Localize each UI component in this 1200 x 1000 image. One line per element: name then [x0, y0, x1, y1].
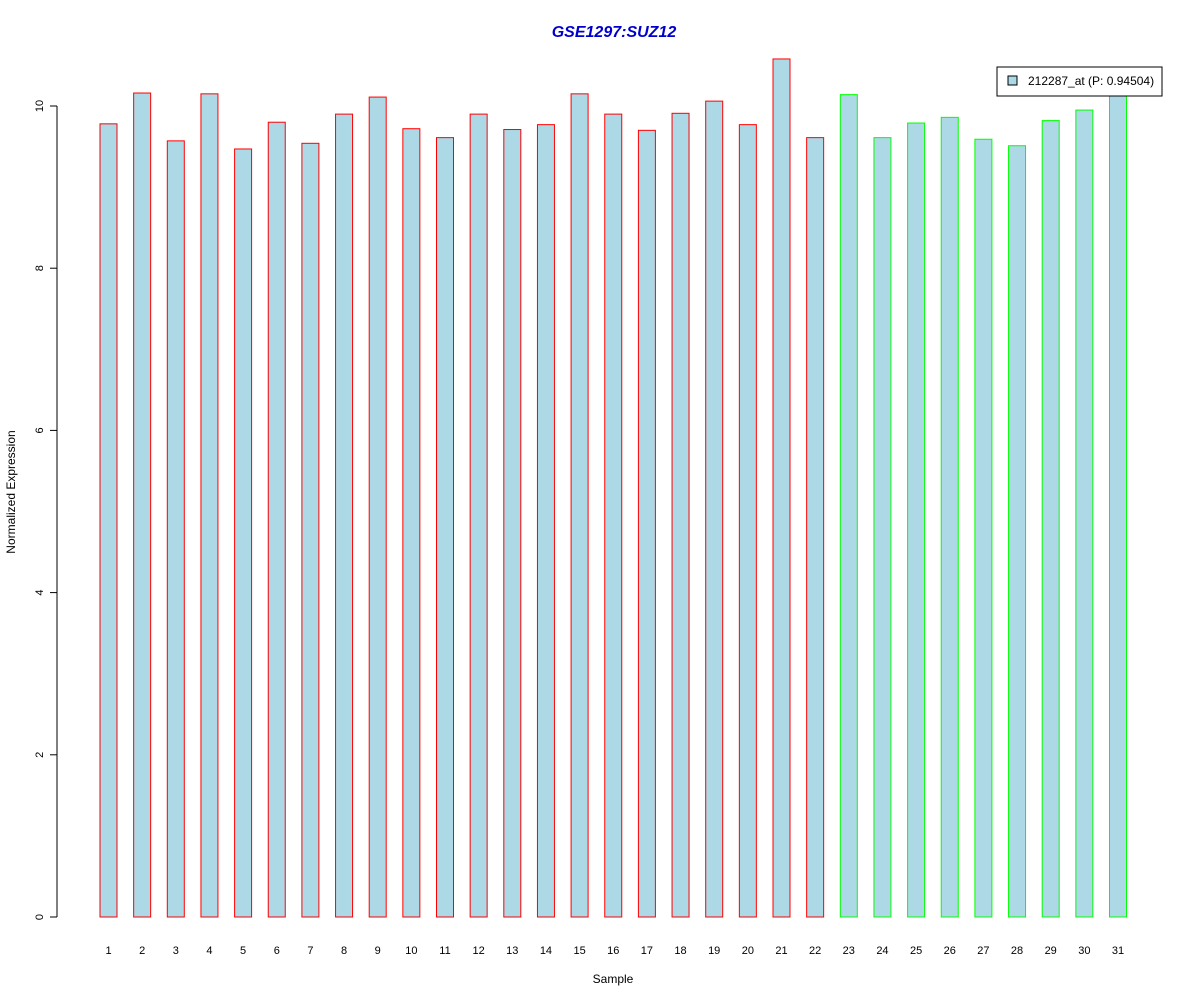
- x-tick-label: 1: [105, 945, 111, 957]
- bar-sample-12: [469, 113, 488, 918]
- bar-sample-28: [1008, 145, 1027, 918]
- x-tick-label: 18: [674, 945, 686, 957]
- x-tick-label: 17: [641, 945, 653, 957]
- bar-sample-20: [738, 124, 757, 918]
- bar-sample-30: [1075, 109, 1094, 918]
- x-tick-label: 21: [775, 945, 787, 957]
- bar-sample-14: [536, 124, 555, 918]
- x-tick-label: 4: [206, 945, 212, 957]
- x-tick-label: 31: [1112, 945, 1124, 957]
- bar-sample-22: [806, 137, 825, 918]
- bar-sample-15: [570, 93, 589, 918]
- x-tick-label: 7: [307, 945, 313, 957]
- bar-sample-16: [604, 113, 623, 918]
- x-tick-label: 9: [375, 945, 381, 957]
- bar-sample-26: [940, 116, 959, 918]
- x-tick-label: 12: [473, 945, 485, 957]
- x-axis-label: Sample: [593, 972, 634, 986]
- x-tick-label: 30: [1078, 945, 1090, 957]
- x-tick-label: 25: [910, 945, 922, 957]
- x-tick-label: 26: [944, 945, 956, 957]
- bar-sample-10: [402, 128, 421, 918]
- x-tick-label: 22: [809, 945, 821, 957]
- y-tick-label: 6: [34, 427, 46, 433]
- bar-sample-21: [772, 58, 791, 918]
- bar-sample-29: [1041, 120, 1060, 918]
- bars-group: [99, 58, 1127, 918]
- x-tick-label: 19: [708, 945, 720, 957]
- x-tick-label: 13: [506, 945, 518, 957]
- x-tick-label: 6: [274, 945, 280, 957]
- bar-sample-25: [907, 122, 926, 918]
- bar-sample-23: [839, 94, 858, 918]
- x-tick-label: 10: [405, 945, 417, 957]
- x-tick-label: 8: [341, 945, 347, 957]
- x-tick-label: 20: [742, 945, 754, 957]
- bar-sample-17: [637, 129, 656, 918]
- y-axis-label: Normalized Expression: [4, 430, 18, 553]
- bar-sample-5: [234, 148, 253, 918]
- x-tick-label: 5: [240, 945, 246, 957]
- bar-sample-24: [873, 137, 892, 918]
- bar-sample-4: [200, 93, 219, 918]
- legend-label: 212287_at (P: 0.94504): [1028, 74, 1154, 88]
- legend-swatch: [1007, 75, 1018, 86]
- bar-sample-19: [705, 100, 724, 918]
- y-axis: 0 2 4 6 8 10: [34, 100, 58, 920]
- x-tick-label: 15: [573, 945, 585, 957]
- x-tick-label: 23: [843, 945, 855, 957]
- bar-sample-7: [301, 142, 320, 918]
- y-tick-label: 2: [34, 752, 46, 758]
- bar-sample-18: [671, 112, 690, 918]
- bar-sample-13: [503, 129, 522, 918]
- bar-sample-9: [368, 96, 387, 918]
- x-tick-label: 16: [607, 945, 619, 957]
- legend-box: [996, 66, 1163, 97]
- y-tick-label: 4: [34, 590, 46, 596]
- x-tick-label: 14: [540, 945, 552, 957]
- x-tick-label: 28: [1011, 945, 1023, 957]
- x-tick-label: 3: [173, 945, 179, 957]
- y-tick-label: 10: [34, 100, 46, 112]
- bar-sample-6: [267, 121, 286, 918]
- bar-sample-11: [436, 137, 454, 918]
- x-tick-label: 27: [977, 945, 989, 957]
- y-tick-label: 0: [34, 914, 46, 920]
- bar-sample-31: [1109, 90, 1127, 918]
- bar-sample-27: [974, 138, 993, 918]
- x-tick-label: 29: [1045, 945, 1057, 957]
- legend: 212287_at (P: 0.94504): [996, 66, 1163, 97]
- x-tick-label: 2: [139, 945, 145, 957]
- y-tick-label: 8: [34, 265, 46, 271]
- bar-sample-1: [99, 123, 118, 918]
- x-tick-label: 24: [876, 945, 888, 957]
- chart-title: GSE1297:SUZ12: [552, 24, 677, 41]
- bar-sample-8: [335, 113, 354, 918]
- x-tick-label: 11: [439, 945, 450, 957]
- bar-sample-3: [166, 140, 185, 918]
- bar-sample-2: [133, 92, 152, 918]
- x-tick-labels: 1 2 3 4 5 6 7 8 9 10 11 12 13 14 15 16 17 18 19 20 21 22 23 24 2…: [105, 945, 1124, 957]
